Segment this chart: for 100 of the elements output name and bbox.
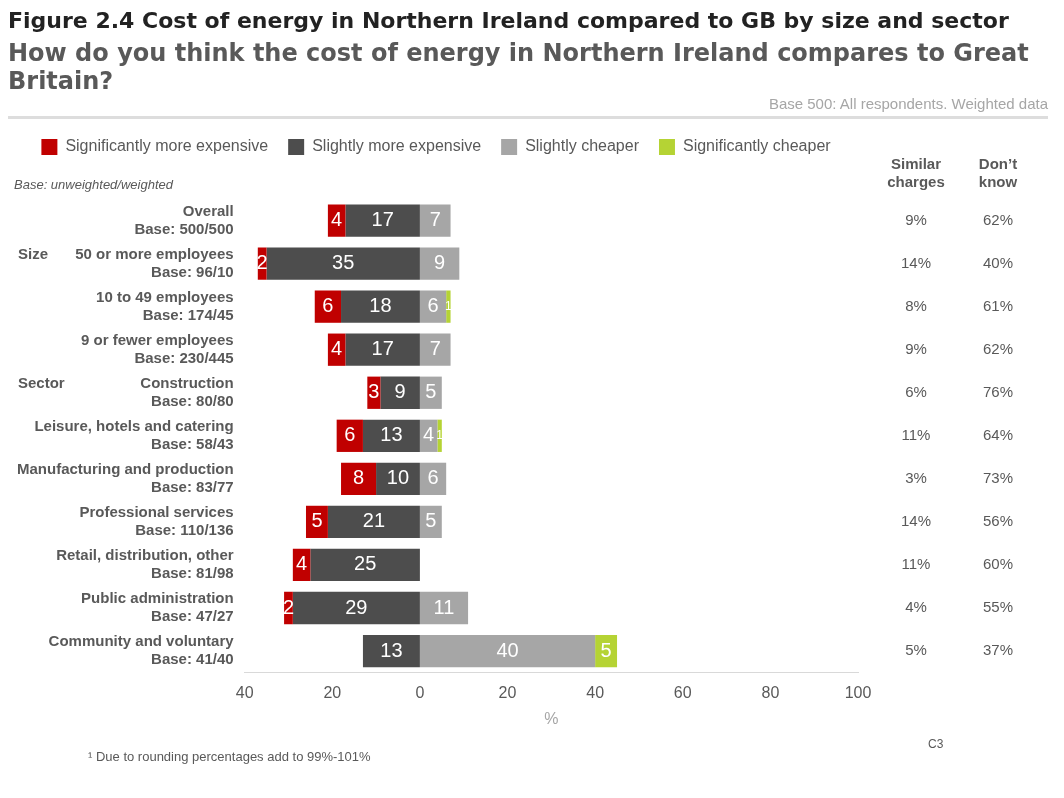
data-label: 1 bbox=[436, 428, 444, 443]
y-tick-label: Manufacturing and production Base: 83/77 bbox=[16, 460, 234, 495]
x-tick-label: 20 bbox=[323, 683, 342, 701]
chart-title: Figure 2.4 Cost of energy in Northern Ireland compared to GB by size and sector bbox=[8, 8, 1010, 33]
bar bbox=[362, 419, 420, 452]
data-label: 5 bbox=[600, 638, 612, 661]
legend-label: Significantly cheaper bbox=[682, 137, 832, 155]
data-label: 5 bbox=[425, 380, 437, 403]
data-label: 4 bbox=[331, 208, 343, 231]
bar bbox=[266, 247, 420, 280]
bar bbox=[327, 505, 420, 539]
bar bbox=[345, 204, 420, 237]
text: 40% bbox=[982, 253, 1014, 271]
text: 62% bbox=[982, 339, 1014, 357]
bar bbox=[292, 591, 420, 625]
data-label: 5 bbox=[425, 509, 437, 532]
text: Base 500: All respondents. Weighted data bbox=[8, 95, 1048, 119]
data-label: 18 bbox=[369, 294, 392, 317]
data-label: 2 bbox=[282, 595, 295, 618]
y-tick-label: 50 or more employees Base: 96/10 bbox=[75, 244, 234, 280]
legend-label: Slightly more expensive bbox=[312, 137, 482, 155]
text: Size bbox=[18, 244, 49, 262]
x-tick-label: 0 bbox=[415, 683, 425, 701]
bar bbox=[362, 634, 420, 668]
text: 5% bbox=[905, 641, 927, 659]
text: Similar charges bbox=[887, 155, 945, 191]
text: 73% bbox=[982, 469, 1014, 486]
bar bbox=[310, 548, 420, 582]
legend-label: Significantly more expensive bbox=[65, 137, 269, 155]
text: 60% bbox=[982, 555, 1014, 573]
x-axis-title: % bbox=[544, 709, 559, 727]
text: 8% bbox=[905, 296, 927, 314]
y-tick-label: Professional services Base: 110/136 bbox=[79, 503, 234, 539]
bar bbox=[419, 204, 451, 237]
data-label: 3 bbox=[368, 380, 380, 403]
bar bbox=[419, 290, 447, 323]
text: 6% bbox=[905, 382, 927, 400]
y-tick-label: Public administration Base: 47/27 bbox=[81, 589, 234, 625]
x-tick-label: 80 bbox=[761, 683, 780, 701]
text: 64% bbox=[982, 425, 1014, 443]
data-label: 13 bbox=[380, 423, 403, 446]
y-tick-label: Overall Base: 500/500 bbox=[134, 201, 234, 237]
data-label: 6 bbox=[344, 423, 356, 446]
text: 56% bbox=[982, 512, 1014, 530]
data-label: 4 bbox=[423, 423, 435, 446]
x-tick-label: 40 bbox=[235, 683, 254, 701]
data-label: 5 bbox=[311, 509, 323, 532]
text: C3 bbox=[928, 737, 944, 752]
data-label: 1 bbox=[445, 298, 453, 313]
data-label: 4 bbox=[331, 337, 343, 360]
data-label: 9 bbox=[394, 380, 406, 403]
data-label: 35 bbox=[332, 251, 355, 274]
text: 55% bbox=[982, 598, 1014, 616]
chart-subtitle: How do you think the cost of energy in Northern Ireland compares to Great Britain? bbox=[8, 39, 1030, 95]
data-label: 11 bbox=[433, 595, 455, 618]
bar bbox=[341, 462, 377, 495]
data-label: 8 bbox=[353, 466, 365, 489]
x-tick-label: 40 bbox=[586, 683, 605, 701]
data-label: 17 bbox=[371, 337, 394, 360]
bar bbox=[419, 333, 451, 366]
bar bbox=[341, 290, 420, 323]
x-tick-label: 60 bbox=[673, 683, 692, 701]
text: 4% bbox=[905, 598, 927, 616]
data-label: 17 bbox=[371, 208, 394, 231]
data-label: 21 bbox=[362, 509, 386, 532]
text: Don’t know bbox=[978, 155, 1018, 191]
x-tick-label: 20 bbox=[498, 683, 517, 701]
y-tick-label: Construction Base: 80/80 bbox=[140, 373, 234, 409]
bar bbox=[380, 376, 420, 409]
y-tick-label: 10 to 49 employees Base: 174/45 bbox=[96, 287, 234, 323]
bar bbox=[419, 591, 469, 625]
bar bbox=[446, 290, 451, 323]
text: 76% bbox=[982, 382, 1014, 400]
text: 14% bbox=[900, 512, 932, 530]
text: ¹ Due to rounding percentages add to 99%-101% bbox=[88, 748, 372, 764]
text: 9% bbox=[905, 210, 927, 228]
data-label: 7 bbox=[429, 208, 441, 231]
y-tick-label: Retail, distribution, other Base: 81/98 bbox=[56, 546, 234, 582]
y-tick-label: 9 or fewer employees Base: 230/445 bbox=[81, 330, 234, 366]
data-label: 13 bbox=[380, 638, 403, 661]
y-tick-label: Leisure, hotels and catering Base: 58/43 bbox=[34, 416, 234, 452]
text: 62% bbox=[982, 210, 1014, 228]
text: 9% bbox=[905, 339, 927, 357]
data-label: 4 bbox=[296, 552, 308, 575]
data-label: 10 bbox=[386, 466, 410, 489]
text: Sector bbox=[18, 373, 65, 391]
legend-label: Slightly cheaper bbox=[525, 137, 640, 155]
data-label: 40 bbox=[496, 638, 519, 661]
data-label: 29 bbox=[345, 595, 368, 618]
text: 11% bbox=[901, 425, 931, 443]
data-label: 7 bbox=[429, 337, 441, 360]
text: 3% bbox=[905, 469, 927, 486]
bar bbox=[437, 419, 442, 452]
y-tick-label: Community and voluntary Base: 41/40 bbox=[48, 632, 235, 668]
text: 14% bbox=[900, 253, 932, 271]
bar bbox=[314, 290, 342, 323]
bar bbox=[345, 333, 420, 366]
data-label: 6 bbox=[427, 294, 439, 317]
data-label: 9 bbox=[434, 251, 446, 274]
text: 37% bbox=[982, 641, 1014, 659]
